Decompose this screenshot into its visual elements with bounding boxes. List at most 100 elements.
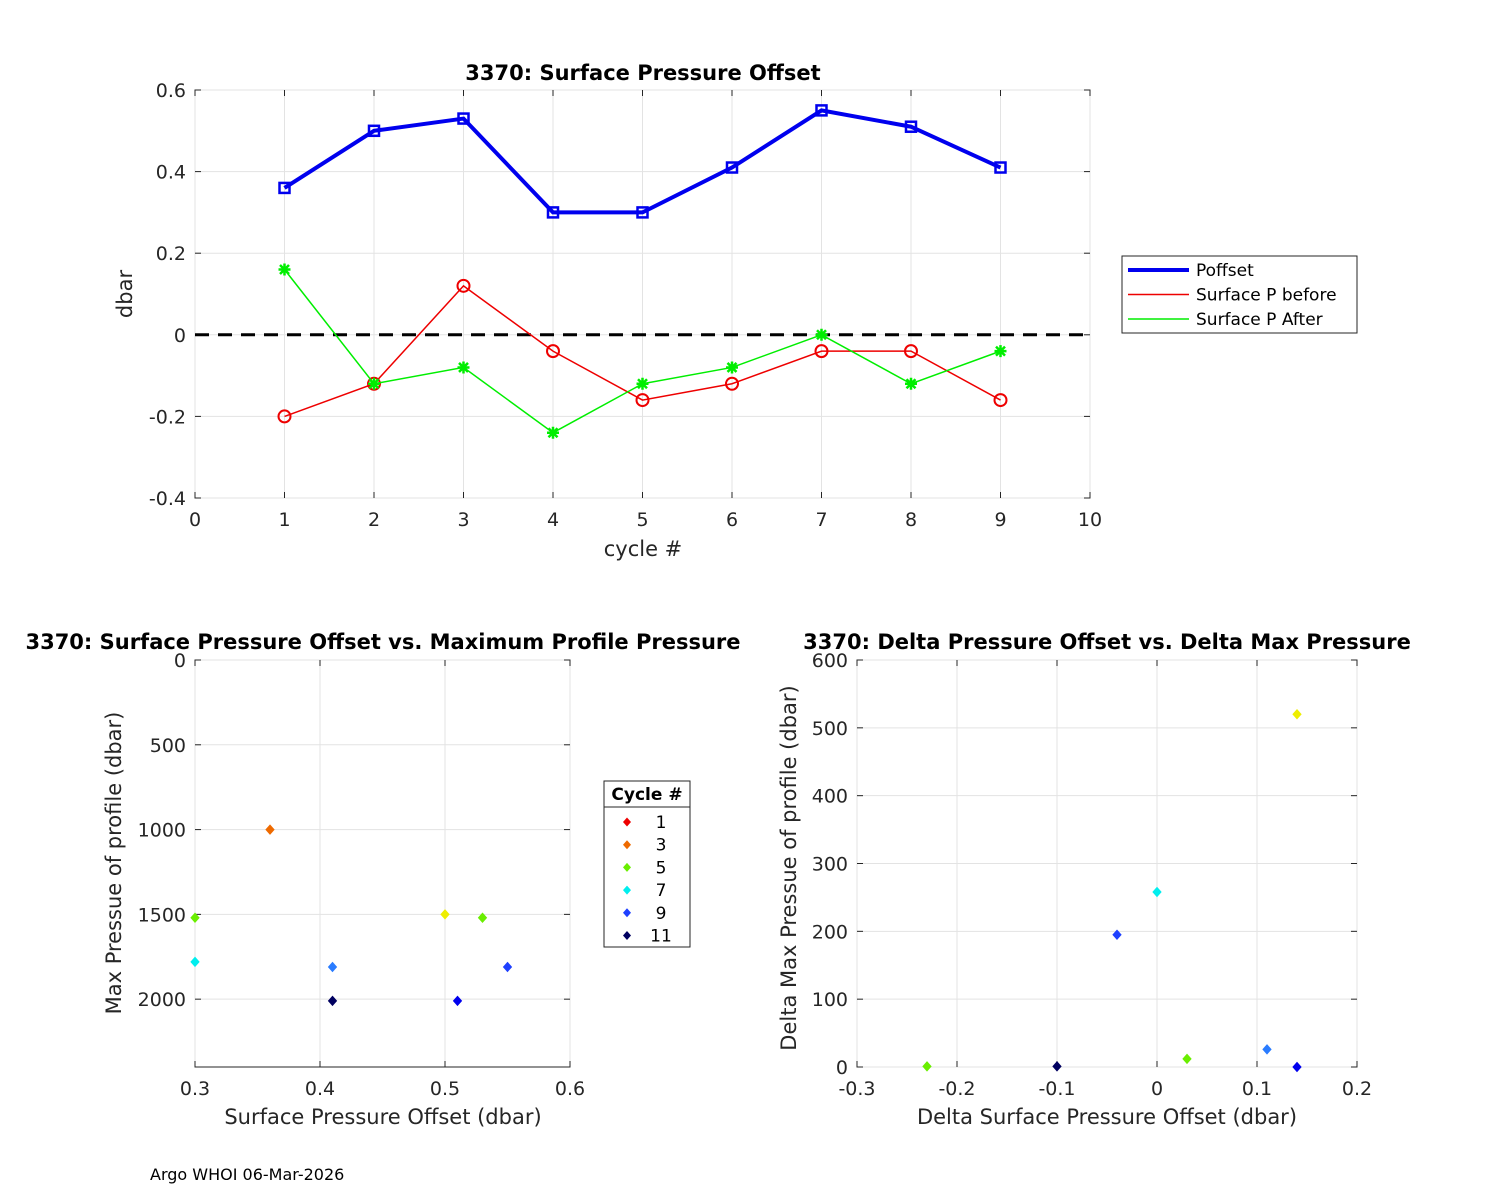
y-tick-label: 0.2 [156,243,186,265]
legend-label: Surface P before [1196,286,1337,306]
series-line [284,284,1001,418]
data-point [265,824,275,835]
series-poffset [278,104,1007,219]
y-tick-label: 100 [812,989,848,1011]
x-tick-label: 0.4 [305,1078,335,1100]
data-point [477,912,488,924]
data-point [452,995,463,1007]
legend-marker [623,840,631,850]
chart-title: 3370: Surface Pressure Offset vs. Maximu… [25,630,740,654]
x-tick-label: -0.3 [838,1078,875,1100]
x-tick-label: 6 [726,509,738,531]
legend-marker [623,885,631,895]
series-surface-p-after [278,263,1007,439]
x-tick-label: 5 [636,509,648,531]
delta-offset-vs-delta-pressure-chart: 3370: Delta Pressure Offset vs. Delta Ma… [777,630,1411,1129]
data-point [636,377,649,390]
chart-title: 3370: Delta Pressure Offset vs. Delta Ma… [803,630,1411,654]
legend-label: 5 [656,858,667,878]
cycle-legend: Cycle # 1 35 7 9 11 [603,780,691,948]
data-point [367,124,381,138]
data-point [546,344,560,359]
plot-area [194,659,571,1068]
x-tick-label: 0 [1151,1078,1163,1100]
x-tick-label: 3 [457,509,469,531]
offset-timeseries-chart: 3370: Surface Pressure Offset 0 1 2 3 4 5 6 7 8 9… [113,61,1358,561]
y-tick-label: 300 [812,854,848,876]
x-tick-label: 1 [278,509,290,531]
data-point [456,278,471,293]
y-tick-label: 600 [812,650,848,672]
data-point [368,377,380,390]
data-point [815,104,828,117]
x-tick-label: -0.2 [938,1078,975,1100]
data-point [994,345,1007,358]
data-point [994,161,1007,174]
legend-label: 7 [656,881,667,901]
x-tick-label: 9 [994,509,1006,531]
legend: Poffset Surface P before Surface P After [1121,255,1358,334]
data-point [1182,1053,1192,1065]
legend-marker [623,862,631,872]
data-point [190,956,200,968]
data-point [904,120,918,133]
x-tick-label: 10 [1078,509,1102,531]
data-point [905,377,917,390]
data-point [814,344,829,359]
x-tick-label: 7 [815,509,827,531]
legend-title: Cycle # [611,785,682,805]
legend-label: Poffset [1196,261,1254,281]
legend-marker [623,908,631,918]
chart-title: 3370: Surface Pressure Offset [465,61,820,85]
x-axis-label: cycle # [604,537,683,561]
data-point [993,393,1008,408]
legend-label: 1 [656,813,667,833]
data-point [1292,709,1302,720]
legend-box [603,780,691,948]
legend-label: 11 [650,927,672,947]
data-point [1112,929,1122,940]
data-point [547,426,559,439]
data-point [457,361,470,374]
data-point [502,961,513,973]
data-point [457,112,470,125]
y-tick-label: 0 [174,650,186,672]
data-point [635,393,650,408]
data-point [725,161,739,174]
legend-label: 3 [656,836,667,856]
x-tick-label: -0.1 [1038,1078,1075,1100]
x-tick-label: 0.6 [555,1078,585,1100]
x-tick-label: 0.2 [1342,1078,1372,1100]
x-tick-label: 0 [189,509,201,531]
legend-label: 9 [656,904,667,924]
y-tick-label: 0.6 [156,80,186,102]
data-point [278,181,291,195]
x-tick-label: 0.3 [180,1078,210,1100]
data-point [726,361,738,374]
data-point [440,909,450,920]
y-axis-label: Max Pressue of profile (dbar) [102,712,126,1015]
y-tick-label: 400 [812,786,848,808]
x-tick-label: 4 [547,509,559,531]
legend-marker [623,931,631,940]
y-tick-label: 200 [812,921,848,943]
data-point [278,263,291,276]
y-tick-label: 2000 [138,989,186,1011]
x-axis-label: Delta Surface Pressure Offset (dbar) [917,1105,1297,1129]
data-point [190,912,200,924]
data-point [815,328,828,341]
x-tick-label: 0.1 [1242,1078,1272,1100]
y-axis-label: dbar [113,270,137,319]
offset-vs-max-pressure-chart: 3370: Surface Pressure Offset vs. Maximu… [25,630,740,1129]
y-tick-label: 500 [150,735,186,757]
y-tick-label: 0 [836,1057,848,1079]
x-axis-label: Surface Pressure Offset (dbar) [224,1105,541,1129]
data-point [327,961,338,973]
data-point [725,376,739,391]
data-point [1262,1044,1272,1055]
data-point [636,206,649,219]
y-tick-label: 1000 [138,820,186,842]
data-point [277,409,292,424]
x-tick-label: 8 [905,509,917,531]
footer-credit: Argo WHOI 06-Mar-2026 [150,1165,345,1184]
